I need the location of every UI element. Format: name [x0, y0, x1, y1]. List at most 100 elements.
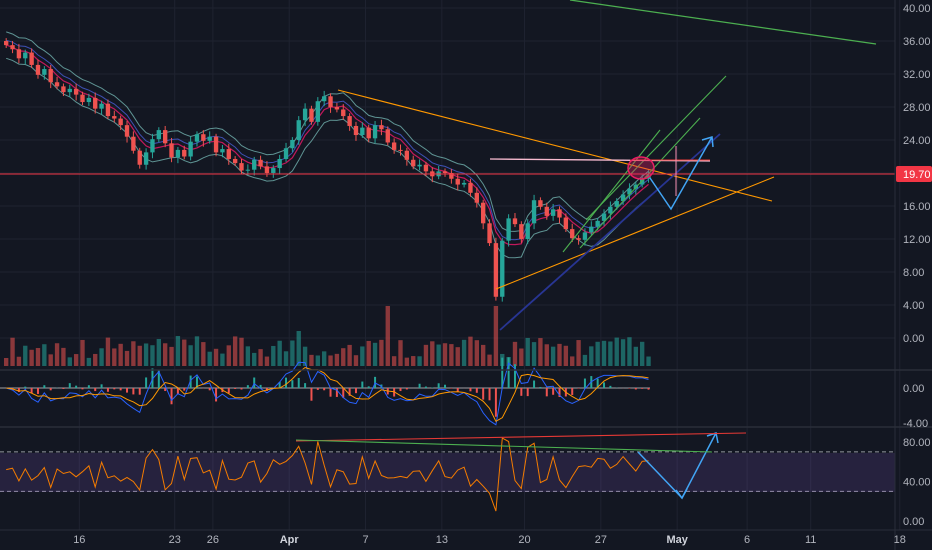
- candle-body: [449, 173, 454, 179]
- volume-bar: [538, 338, 543, 366]
- top-trend-line[interactable]: [569, 0, 877, 45]
- volume-bar: [430, 341, 435, 366]
- candle-body: [506, 218, 511, 241]
- candle-body: [385, 129, 390, 143]
- candle-body: [194, 134, 200, 142]
- volume-bar: [322, 351, 327, 366]
- volume-bar: [105, 337, 111, 366]
- volume-bar: [391, 356, 397, 366]
- candle-body: [582, 232, 588, 240]
- volume-bar: [550, 346, 556, 366]
- projection-arrowhead-up: [701, 136, 714, 148]
- volume-bar: [614, 337, 619, 366]
- volume-bar: [398, 340, 403, 366]
- candle-body: [54, 82, 60, 87]
- candle-body: [283, 148, 289, 159]
- volume-bar: [143, 343, 149, 366]
- volume-bar: [309, 354, 314, 366]
- candle-body: [302, 108, 308, 121]
- time-tick-label: 7: [362, 534, 368, 546]
- candle-body: [118, 118, 123, 126]
- volume-bar: [16, 356, 22, 366]
- candle-body: [264, 166, 270, 173]
- candle-body: [48, 69, 53, 83]
- moving-average: [6, 44, 649, 246]
- volume-bar: [589, 346, 594, 366]
- candle-body: [512, 218, 518, 225]
- volume-bar: [61, 347, 66, 366]
- candle-body: [207, 136, 212, 141]
- volume-bar: [277, 340, 282, 366]
- fast-average: [6, 39, 649, 241]
- candle-body: [86, 97, 92, 103]
- channel-lower[interactable]: [562, 129, 661, 253]
- channel-mid[interactable]: [579, 117, 701, 249]
- last-price-tag: 19.70: [896, 166, 932, 182]
- candle-body: [487, 223, 492, 244]
- projection-arrow[interactable]: [649, 136, 713, 211]
- volume-bar: [10, 337, 15, 366]
- volume-bar: [455, 347, 460, 366]
- volume-bar: [379, 339, 384, 366]
- time-tick-label: 6: [744, 534, 750, 546]
- volume-bar: [302, 346, 308, 366]
- volume-bar: [576, 340, 581, 366]
- candle-body: [239, 163, 244, 171]
- candle-body: [627, 188, 632, 195]
- price-candles: [4, 38, 651, 302]
- candle-body: [544, 206, 549, 216]
- volume-bar: [194, 336, 200, 366]
- volume-bar: [512, 341, 518, 366]
- volume-bar: [493, 306, 499, 366]
- volume-bar: [423, 344, 429, 366]
- volume-bar: [417, 356, 422, 366]
- volume-bar: [150, 345, 155, 366]
- candle-body: [201, 134, 206, 141]
- candle-body: [232, 158, 238, 164]
- candle-body: [417, 164, 422, 167]
- volume-bar: [461, 339, 467, 366]
- candle-body: [570, 229, 575, 239]
- candle-body: [105, 103, 111, 117]
- candle-body: [271, 168, 276, 173]
- candle-body: [595, 220, 600, 227]
- volume-bar: [80, 339, 85, 366]
- trend-drawings[interactable]: [0, 0, 895, 500]
- candle-body: [633, 184, 638, 189]
- volume-bar: [449, 344, 454, 366]
- channel-upper[interactable]: [585, 75, 727, 221]
- rsi-divergence-green[interactable]: [295, 439, 713, 453]
- horizontal-level[interactable]: [489, 158, 711, 162]
- long-support-line[interactable]: [499, 133, 721, 331]
- candle-body: [169, 143, 174, 158]
- rsi-tick-label: 80.00: [903, 437, 931, 449]
- ascending-support[interactable]: [495, 176, 775, 290]
- lower-band: [6, 57, 649, 259]
- volume-bar: [442, 343, 448, 366]
- volume-bar: [226, 345, 231, 366]
- volume-bar: [271, 345, 276, 366]
- time-axis[interactable]: 16 23 26 Apr 7 13 20 27 May 6 11 18: [73, 534, 906, 546]
- price-axis[interactable]: 40.0036.0032.0028.0024.0020.0016.0012.00…: [903, 3, 931, 528]
- descending-resistance[interactable]: [337, 89, 773, 202]
- volume-bar: [220, 353, 225, 366]
- candle-body: [531, 200, 537, 224]
- rsi-line: [6, 437, 649, 512]
- candle-body: [334, 107, 340, 110]
- volume-bars: [4, 306, 651, 366]
- time-tick-label: 20: [518, 534, 530, 546]
- rsi-band: [0, 453, 895, 492]
- volume-bar: [48, 354, 53, 366]
- volume-bar: [4, 358, 9, 366]
- rsi-arrowhead-up: [706, 432, 719, 444]
- candle-body: [455, 178, 460, 185]
- candle-body: [4, 41, 9, 46]
- rsi-divergence-red[interactable]: [295, 432, 747, 442]
- breakout-circle[interactable]: [627, 156, 655, 180]
- volume-bar: [73, 354, 79, 366]
- rsi-tick-label: 0.00: [903, 516, 924, 528]
- candle-body: [620, 194, 626, 202]
- price-tick-label: 12.00: [903, 234, 931, 246]
- volume-bar: [42, 344, 47, 366]
